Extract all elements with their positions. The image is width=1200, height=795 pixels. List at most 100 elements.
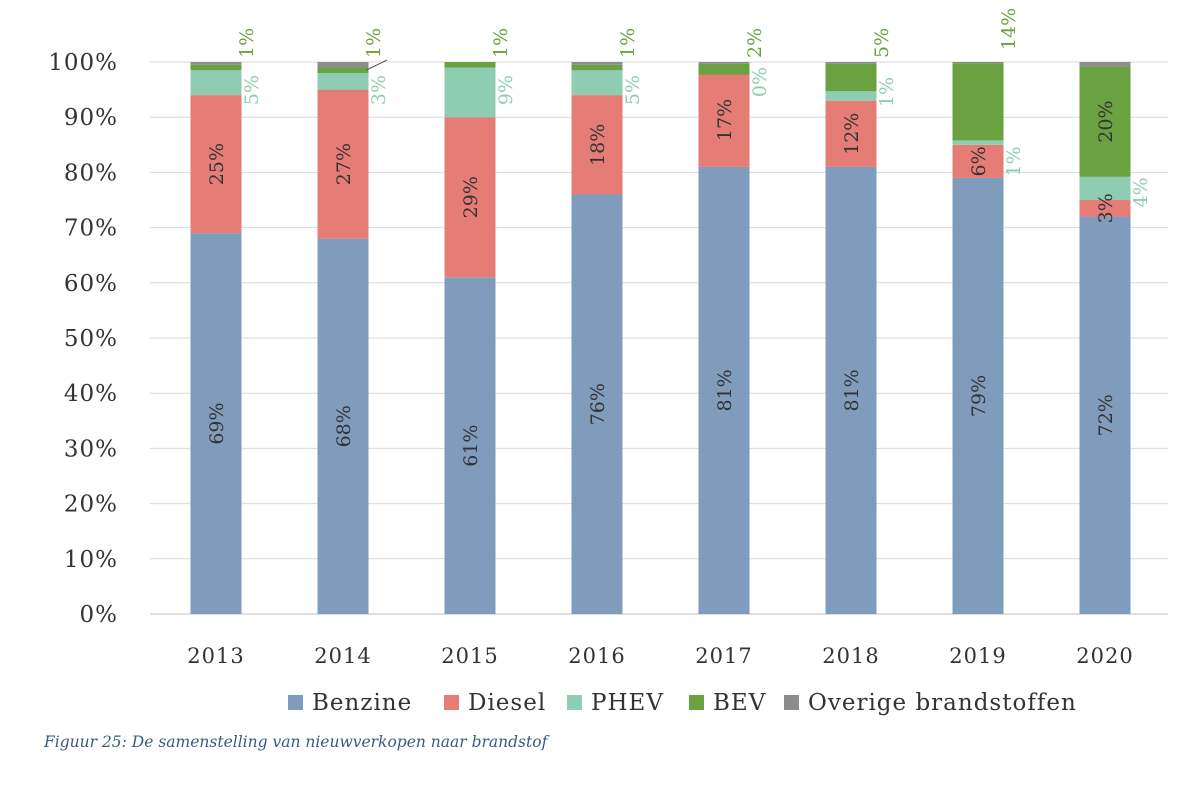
- bar-segment-diesel: [190, 95, 242, 234]
- data-label: 2%: [744, 28, 766, 58]
- data-label: 29%: [460, 176, 482, 218]
- bar-segment-bev: [825, 63, 877, 92]
- bar-segment-diesel: [952, 144, 1004, 178]
- bar-segment-bev: [571, 64, 623, 71]
- x-tick-label: 2016: [568, 644, 625, 668]
- bar-segment-phev: [571, 70, 623, 96]
- leader-line: [366, 59, 388, 71]
- data-label: 27%: [333, 143, 355, 185]
- x-tick-label: 2013: [187, 644, 244, 668]
- bar-segment-benzine: [1079, 216, 1131, 614]
- bar-segment-overige-brandstoffen: [190, 62, 242, 65]
- bar-segment-diesel: [571, 95, 623, 195]
- bar-segment-overige-brandstoffen: [952, 62, 1004, 64]
- data-label: 72%: [1095, 394, 1117, 436]
- bar-segment-bev: [190, 64, 242, 71]
- data-label: 1%: [490, 28, 512, 58]
- bar-segment-phev: [825, 91, 877, 101]
- data-label: 81%: [714, 369, 736, 411]
- figure-caption: Figuur 25: De samenstelling van nieuwver…: [44, 733, 548, 751]
- x-tick-label: 2014: [314, 644, 371, 668]
- x-tick-label: 2015: [441, 644, 498, 668]
- legend: Benzine Diesel PHEV BEV Overige brandstoffen: [288, 690, 1077, 716]
- data-label: 25%: [206, 143, 228, 185]
- bar-segment-benzine: [317, 238, 369, 614]
- bar-segment-diesel: [698, 73, 750, 167]
- data-label: 20%: [1095, 100, 1117, 142]
- bar-segment-benzine: [190, 233, 242, 614]
- data-label: 5%: [241, 75, 263, 105]
- data-label: 3%: [1095, 193, 1117, 223]
- y-tick-label: 40%: [64, 381, 118, 407]
- data-label: 17%: [714, 99, 736, 141]
- bar-segment-phev: [190, 70, 242, 96]
- bars: [190, 62, 1131, 615]
- y-tick-label: 70%: [64, 216, 118, 242]
- data-label: 12%: [841, 113, 863, 155]
- data-label: 61%: [460, 425, 482, 467]
- data-label: 81%: [841, 369, 863, 411]
- data-label: 1%: [617, 28, 639, 58]
- bar-segment-phev: [317, 73, 369, 90]
- legend-swatch-diesel: [444, 695, 459, 710]
- data-label: 1%: [236, 28, 258, 58]
- data-label: 1%: [1003, 146, 1025, 176]
- bar-segment-overige-brandstoffen: [1079, 62, 1131, 67]
- y-tick-label: 30%: [64, 436, 118, 462]
- legend-label: BEV: [713, 690, 766, 716]
- bar-segment-bev: [698, 63, 750, 75]
- bar-segment-overige-brandstoffen: [825, 62, 877, 64]
- bar-segment-bev: [952, 63, 1004, 141]
- bar-segment-phev: [1079, 176, 1131, 200]
- legend-label: Diesel: [468, 690, 546, 716]
- bar-segment-overige-brandstoffen: [571, 62, 623, 65]
- data-label: 1%: [363, 28, 385, 58]
- x-tick-label: 2019: [949, 644, 1006, 668]
- y-tick-label: 20%: [64, 492, 118, 518]
- x-tick-label: 2020: [1076, 644, 1133, 668]
- data-label: 0%: [749, 67, 771, 97]
- bar-segment-bev: [1079, 66, 1131, 177]
- y-axis: 0% 10% 20% 30% 40% 50% 60% 70% 80% 90% 100%: [48, 50, 119, 628]
- legend-swatch-overige-brandstoffen: [784, 695, 799, 710]
- bar-segment-benzine: [444, 277, 496, 614]
- y-tick-label: 50%: [64, 326, 118, 352]
- data-label: 68%: [333, 405, 355, 447]
- bar-segment-benzine: [571, 194, 623, 615]
- y-tick-label: 0%: [80, 602, 119, 628]
- legend-swatch-phev: [567, 695, 582, 710]
- bar-segment-benzine: [952, 177, 1004, 615]
- data-label: 18%: [587, 124, 609, 166]
- bar-segment-phev: [444, 67, 496, 118]
- data-label: 1%: [876, 77, 898, 107]
- data-labels: 69% 25% 1% 5% 68% 27% 1% 3% 61% 29% 1% 9% 76% 18% 1% 5%…: [206, 8, 1152, 467]
- bar-segment-phev: [952, 140, 1004, 145]
- bar-segment-overige-brandstoffen: [698, 62, 750, 64]
- y-tick-label: 10%: [64, 547, 118, 573]
- legend-swatch-bev: [689, 695, 704, 710]
- data-label: 9%: [495, 75, 517, 105]
- bar-segment-diesel: [317, 89, 369, 239]
- data-label: 76%: [587, 383, 609, 425]
- data-label: 6%: [968, 146, 990, 176]
- y-tick-label: 100%: [48, 50, 118, 76]
- x-tick-label: 2018: [822, 644, 879, 668]
- legend-swatch-benzine: [288, 695, 303, 710]
- legend-label: Overige brandstoffen: [808, 690, 1077, 716]
- data-label: 5%: [622, 75, 644, 105]
- bar-segment-overige-brandstoffen: [317, 62, 369, 68]
- data-label: 3%: [368, 75, 390, 105]
- bar-segment-benzine: [698, 166, 750, 614]
- y-tick-label: 90%: [64, 105, 118, 131]
- data-label: 4%: [1130, 177, 1152, 207]
- x-axis: 2013 2014 2015 2016 2017 2018 2019 2020: [187, 644, 1133, 668]
- bar-segment-diesel: [444, 117, 496, 278]
- y-tick-label: 60%: [64, 271, 118, 297]
- bar-segment-bev: [317, 67, 369, 74]
- legend-label: Benzine: [312, 690, 412, 716]
- legend-label: PHEV: [591, 690, 664, 716]
- y-tick-label: 80%: [64, 160, 118, 186]
- data-label: 14%: [998, 8, 1020, 50]
- data-label: 79%: [968, 375, 990, 417]
